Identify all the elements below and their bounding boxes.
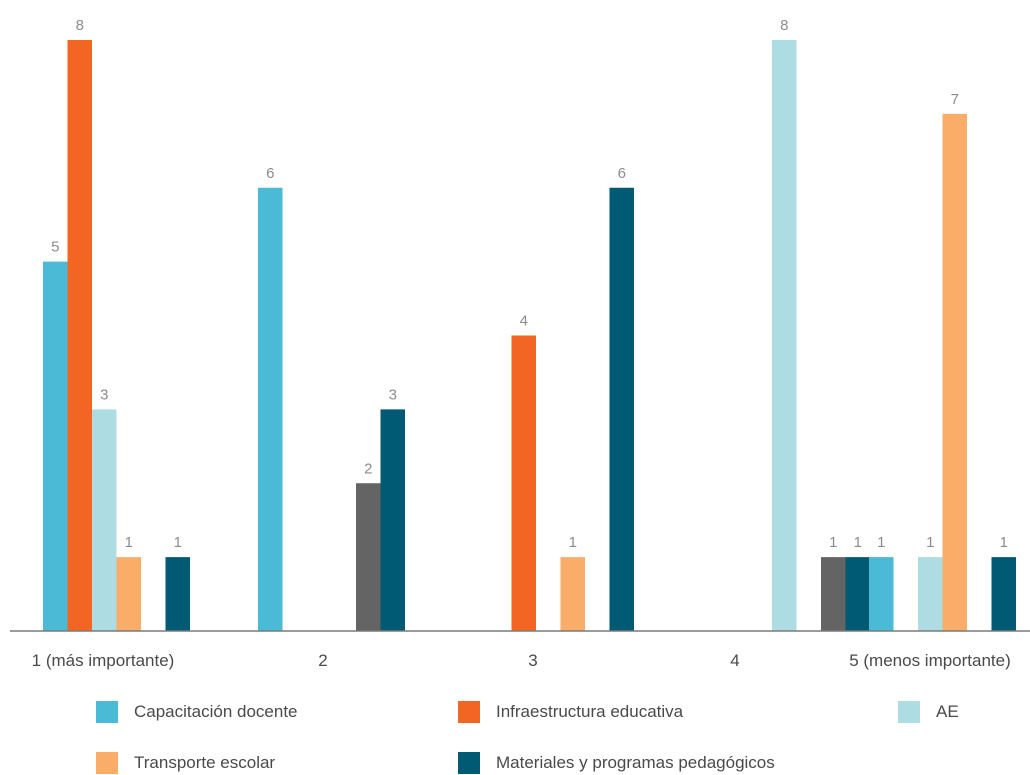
bar-3-series-2: [511, 335, 536, 631]
legend-swatch: [96, 752, 118, 774]
bar-4-series-3: [772, 40, 797, 631]
legend-label: AE: [936, 702, 959, 721]
legend-item-infraestructura: Infraestructura educativa: [458, 700, 683, 724]
bar-3-series-6: [609, 187, 634, 631]
bar-2-series-6: [380, 409, 405, 631]
legend: Capacitación docente Infraestructura edu…: [0, 700, 1030, 775]
bar-1-series-1: [43, 261, 68, 631]
category-label: 4: [730, 651, 739, 670]
data-label: 8: [76, 17, 84, 34]
bar-1-series-3: [92, 409, 117, 631]
bar-1-series-4: [116, 557, 141, 631]
bar-5-series-6: [991, 557, 1016, 631]
data-label: 6: [618, 165, 626, 182]
bar-4-series-5: [821, 557, 846, 631]
data-label: 1: [877, 534, 885, 551]
data-label: 1: [174, 534, 182, 551]
bar-4-series-6: [845, 557, 870, 631]
data-label: 7: [951, 91, 959, 108]
data-label: 2: [364, 460, 372, 477]
data-label: 3: [389, 386, 397, 403]
bar-2-series-5: [356, 483, 381, 631]
data-label: 3: [100, 386, 108, 403]
bar-5-series-1: [869, 557, 894, 631]
category-label: 3: [528, 651, 537, 670]
category-label: 2: [318, 651, 327, 670]
legend-swatch: [458, 701, 480, 723]
data-label: 1: [125, 534, 133, 551]
legend-label: Infraestructura educativa: [496, 702, 684, 721]
bar-5-series-4: [942, 113, 967, 631]
legend-swatch: [96, 701, 118, 723]
legend-item-transporte: Transporte escolar: [96, 751, 275, 775]
data-label: 1: [829, 534, 837, 551]
legend-swatch: [898, 701, 920, 723]
legend-swatch: [458, 752, 480, 774]
bar-1-series-6: [165, 557, 190, 631]
legend-item-materiales: Materiales y programas pedagógicos: [458, 751, 775, 775]
bar-1-series-2: [67, 40, 92, 631]
data-label: 5: [51, 239, 59, 256]
data-label: 1: [854, 534, 862, 551]
data-label: 4: [520, 313, 528, 330]
data-label: 1: [926, 534, 934, 551]
legend-label: Transporte escolar: [134, 753, 276, 772]
bar-3-series-4: [560, 557, 585, 631]
bar-2-series-1: [258, 187, 283, 631]
data-label: 1: [569, 534, 577, 551]
legend-item-ae: AE: [898, 700, 959, 724]
legend-label: Capacitación docente: [134, 702, 298, 721]
data-label: 1: [1000, 534, 1008, 551]
category-label: 1 (más importante): [32, 651, 175, 670]
data-label: 8: [780, 17, 788, 34]
category-label: 5 (menos importante): [849, 651, 1011, 670]
legend-item-capacitacion: Capacitación docente: [96, 700, 298, 724]
data-label: 6: [266, 165, 274, 182]
category-labels: 1 (más importante) 2 3 4 5 (menos importante…: [32, 651, 1011, 670]
bar-5-series-3: [918, 557, 943, 631]
legend-label: Materiales y programas pedagógicos: [496, 753, 775, 772]
